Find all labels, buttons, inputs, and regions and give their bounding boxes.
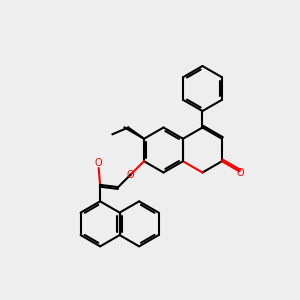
Text: O: O [236,168,244,178]
Text: O: O [127,170,134,180]
Text: O: O [95,158,103,168]
